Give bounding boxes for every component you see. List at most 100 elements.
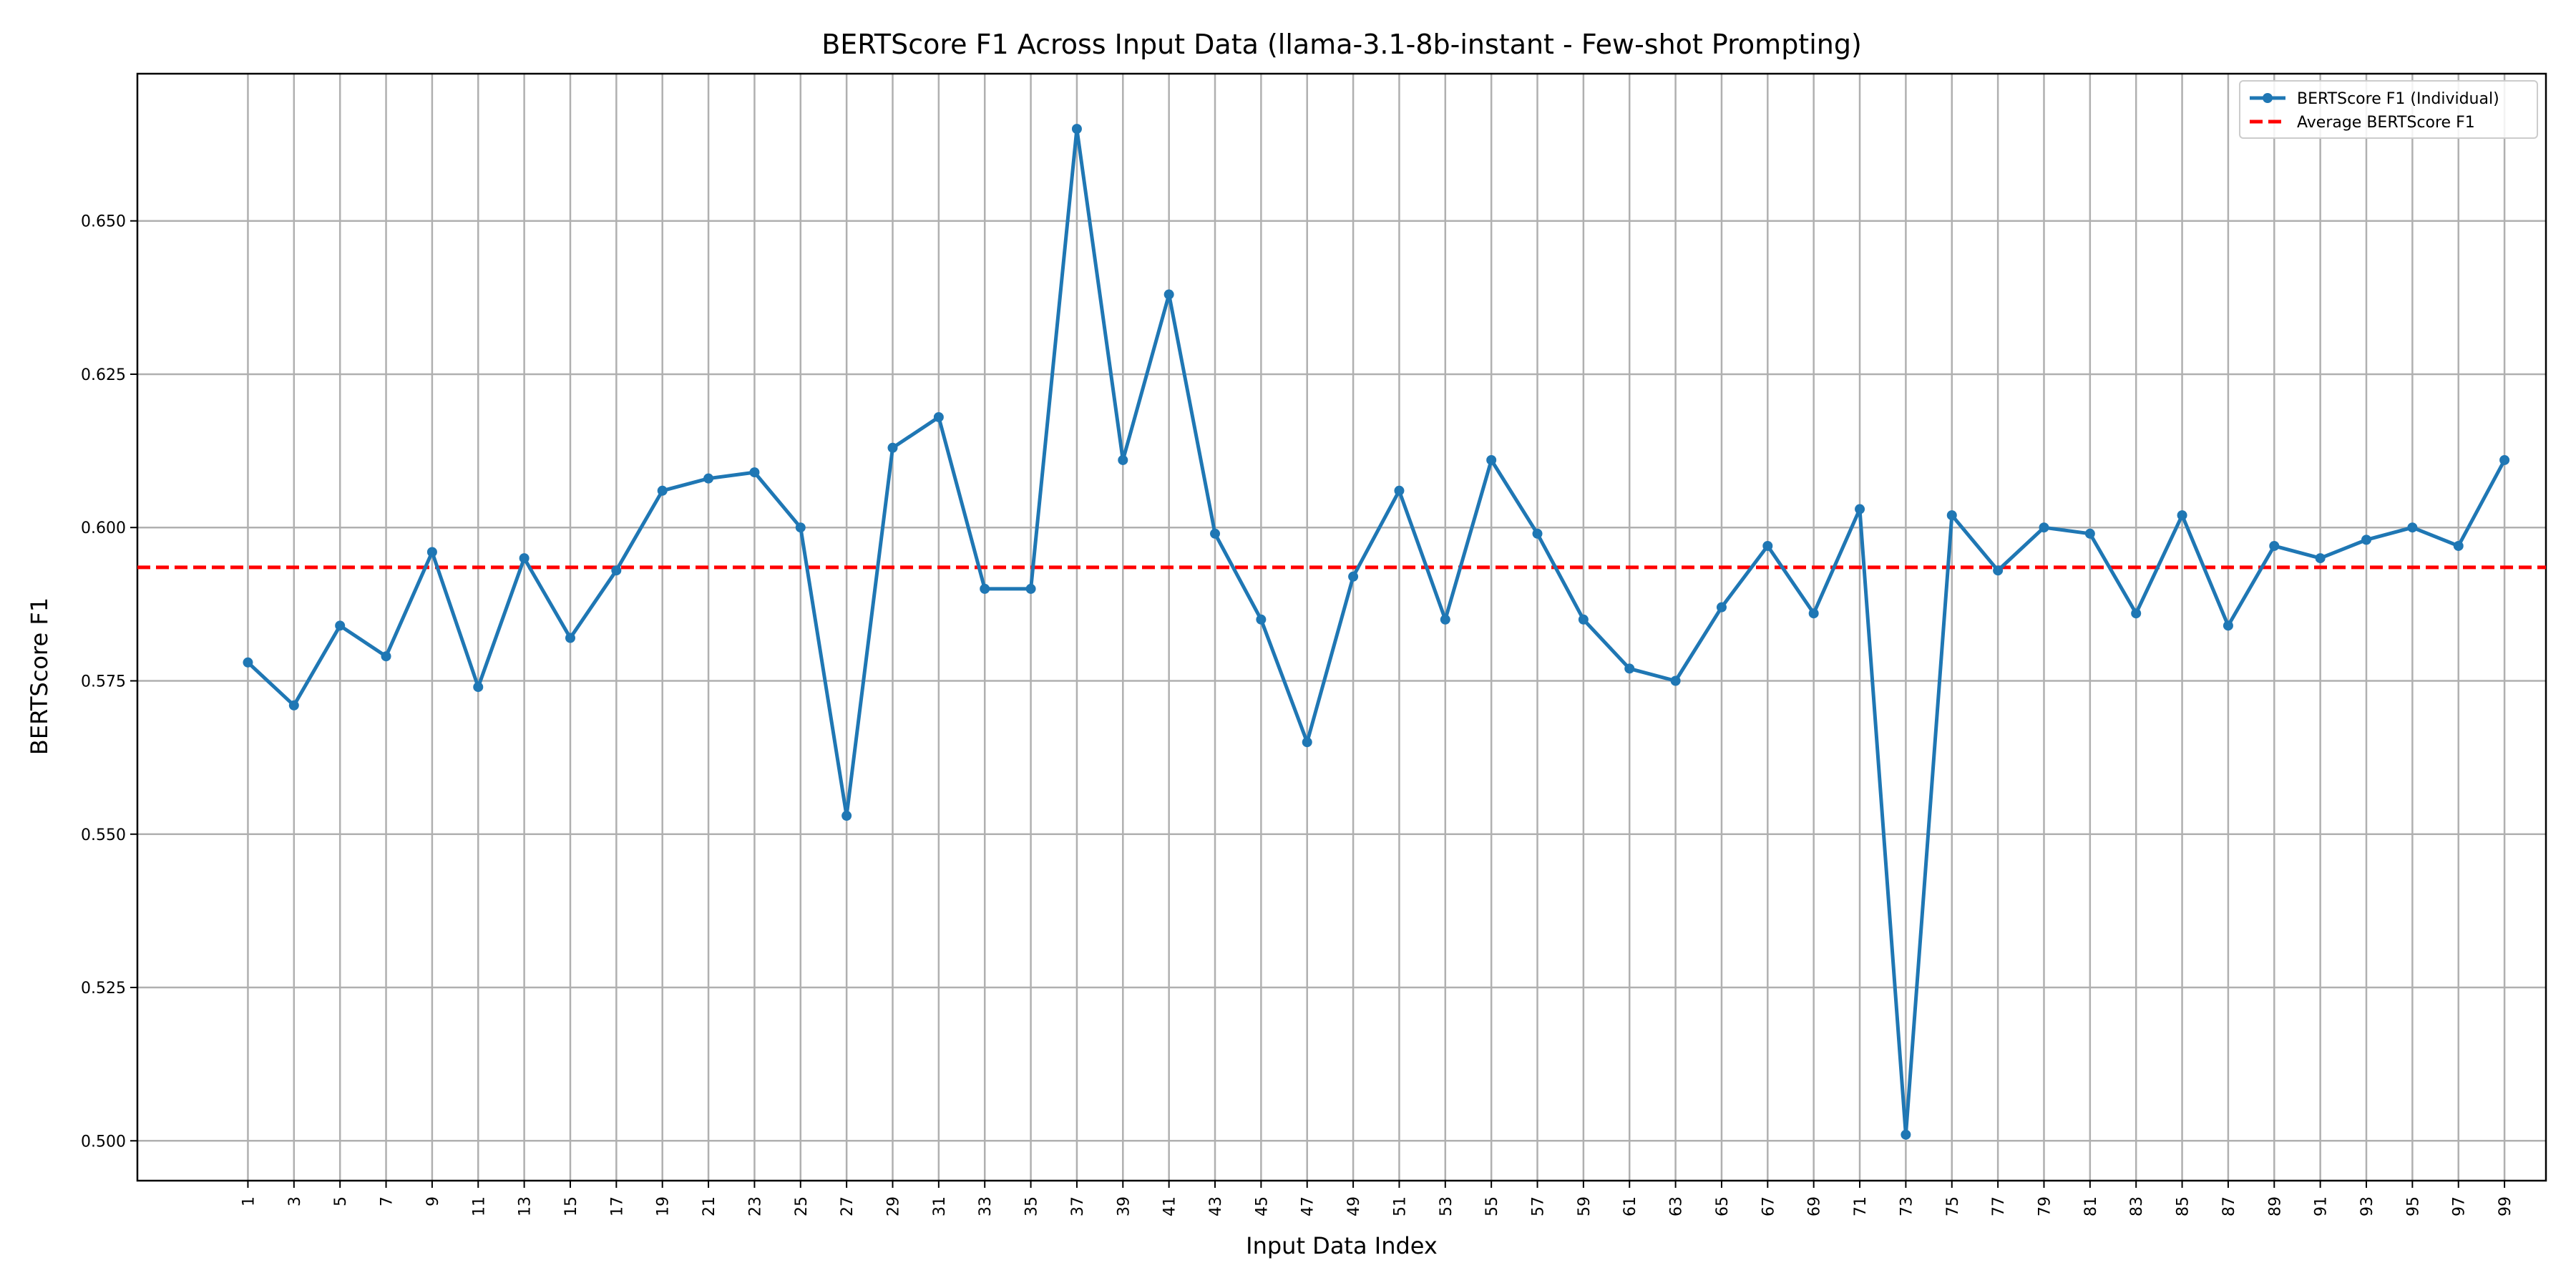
x-tick-label: 77 — [1990, 1196, 2008, 1216]
x-tick-label: 27 — [839, 1196, 857, 1216]
data-point — [1901, 1129, 1911, 1140]
x-tick-label: 41 — [1161, 1196, 1179, 1216]
x-tick-label: 37 — [1069, 1196, 1087, 1216]
x-tick-label: 83 — [2128, 1196, 2146, 1216]
x-tick-label: 21 — [701, 1196, 718, 1216]
data-point — [1163, 289, 1174, 300]
data-point — [980, 583, 990, 594]
data-point — [1210, 528, 1221, 539]
data-point — [1025, 583, 1036, 594]
x-tick-label: 61 — [1621, 1196, 1639, 1216]
data-point — [2499, 454, 2510, 465]
x-tick-label: 17 — [608, 1196, 626, 1216]
series-line — [246, 127, 2507, 1137]
plot-frame — [136, 72, 2547, 1182]
data-point — [657, 485, 668, 496]
data-point — [2361, 535, 2371, 545]
legend-label-average: Average BERTScore F1 — [2297, 114, 2475, 132]
x-tick-label: 31 — [931, 1196, 949, 1216]
x-tick-label: 89 — [2266, 1196, 2284, 1216]
x-tick-label: 39 — [1115, 1196, 1133, 1216]
data-point — [426, 547, 437, 557]
x-tick-label: 29 — [884, 1196, 902, 1216]
data-point — [887, 442, 898, 453]
data-point — [1440, 614, 1450, 625]
data-point — [1302, 737, 1312, 748]
data-point — [1256, 614, 1267, 625]
x-tick-label: 9 — [424, 1196, 442, 1206]
legend-marker-individual — [2263, 93, 2273, 103]
data-point — [1394, 485, 1405, 496]
x-tick-label: 53 — [1438, 1196, 1455, 1216]
data-point — [2223, 620, 2233, 631]
x-tick-label: 45 — [1253, 1196, 1271, 1216]
data-point — [2084, 528, 2095, 539]
data-point — [1716, 602, 1727, 613]
data-point — [2453, 540, 2464, 551]
series-bertscore-individual — [243, 124, 2510, 1140]
data-point — [1670, 675, 1681, 686]
data-point — [2131, 608, 2142, 619]
data-point — [288, 700, 299, 711]
x-tick-label: 43 — [1207, 1196, 1225, 1216]
legend: BERTScore F1 (Individual) Average BERTSco… — [2239, 80, 2538, 139]
x-tick-label: 65 — [1714, 1196, 1732, 1216]
x-tick-label: 1 — [240, 1196, 258, 1206]
x-tick-label: 13 — [517, 1196, 535, 1216]
data-point — [2407, 522, 2418, 533]
data-point — [335, 620, 346, 631]
legend-box — [2239, 80, 2538, 139]
data-point — [243, 657, 253, 668]
data-point — [1071, 124, 1082, 135]
plot-border — [136, 72, 2547, 1182]
y-tick-label: 0.625 — [81, 366, 126, 384]
x-tick-label: 15 — [562, 1196, 580, 1216]
data-point — [2269, 540, 2280, 551]
data-point — [2177, 510, 2187, 521]
data-point — [473, 682, 484, 693]
x-tick-label: 19 — [655, 1196, 673, 1216]
data-point — [1946, 510, 1957, 521]
y-tick-label: 0.575 — [81, 673, 126, 691]
x-tick-label: 11 — [470, 1196, 488, 1216]
chart-title: BERTScore F1 Across Input Data (llama-3.… — [821, 29, 1862, 60]
data-point — [933, 411, 944, 422]
y-tick-label: 0.525 — [81, 980, 126, 997]
x-axis-label: Input Data Index — [1246, 1232, 1438, 1259]
x-tick-label: 5 — [332, 1196, 350, 1206]
x-tick-label: 91 — [2313, 1196, 2331, 1216]
x-tick-label: 47 — [1299, 1196, 1317, 1216]
data-point — [1624, 663, 1635, 674]
data-point — [381, 651, 391, 662]
data-point — [1993, 565, 2004, 576]
x-tick-label: 3 — [286, 1196, 304, 1206]
data-point — [611, 565, 622, 576]
x-tick-label: 51 — [1391, 1196, 1409, 1216]
x-tick-label: 81 — [2082, 1196, 2100, 1216]
y-tick-label: 0.600 — [81, 519, 126, 537]
x-tick-label: 55 — [1483, 1196, 1501, 1216]
x-tick-label: 33 — [977, 1196, 995, 1216]
y-tick-label: 0.550 — [81, 826, 126, 844]
data-point — [1855, 504, 1865, 514]
data-point — [1118, 454, 1128, 465]
x-tick-label: 59 — [1576, 1196, 1594, 1216]
x-tick-label: 35 — [1023, 1196, 1041, 1216]
x-tick-label: 87 — [2220, 1196, 2238, 1216]
x-tick-label: 79 — [2036, 1196, 2054, 1216]
x-tick-label: 25 — [793, 1196, 811, 1216]
data-point — [749, 467, 760, 478]
data-point — [1578, 614, 1589, 625]
y-axis-label: BERTScore F1 — [26, 597, 53, 755]
x-tick-label: 73 — [1898, 1196, 1916, 1216]
data-point — [841, 811, 852, 821]
x-tick-label: 95 — [2404, 1196, 2422, 1216]
legend-label-individual: BERTScore F1 (Individual) — [2297, 90, 2499, 108]
x-tick-label: 75 — [1944, 1196, 1962, 1216]
data-point — [2039, 522, 2049, 533]
x-tick-label: 85 — [2175, 1196, 2192, 1216]
data-point — [1762, 540, 1773, 551]
data-point — [703, 473, 714, 484]
